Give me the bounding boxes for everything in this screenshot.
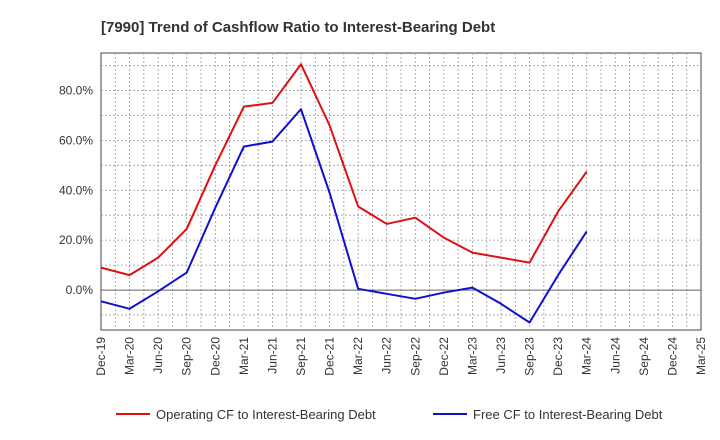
x-tick-label: Jun-24 (608, 337, 622, 374)
legend: Operating CF to Interest-Bearing Debt Fre… (116, 407, 663, 422)
x-tick-label: Jun-22 (380, 337, 394, 374)
chart-title: [7990] Trend of Cashflow Ratio to Intere… (101, 19, 495, 36)
x-tick-label: Jun-21 (265, 337, 279, 374)
series-line-2 (100, 108, 588, 324)
x-tick-label: Jun-23 (494, 337, 508, 374)
x-tick-label: Mar-21 (237, 337, 251, 375)
y-tick-label: 0.0% (66, 283, 94, 297)
x-tick-label: Mar-22 (351, 337, 365, 375)
x-tick-label: Sep-21 (294, 337, 308, 376)
x-tick-label: Sep-23 (523, 337, 537, 376)
x-tick-label: Dec-22 (437, 337, 451, 376)
y-tick-label: 20.0% (59, 233, 93, 247)
y-tick-label: 60.0% (59, 133, 93, 147)
x-axis-ticks: Dec-19 Mar-20 Jun-20 Sep-20 Dec-20 Mar-21 Jun-… (94, 337, 708, 376)
legend-label-2: Free CF to Interest-Bearing Debt (473, 407, 663, 422)
x-tick-label: Mar-20 (123, 337, 137, 375)
grid-lines (101, 53, 701, 330)
x-tick-label: Dec-24 (665, 337, 679, 376)
series-lines (100, 63, 588, 324)
x-tick-label: Mar-24 (580, 337, 594, 375)
x-tick-label: Jun-20 (151, 337, 165, 374)
x-tick-label: Dec-23 (551, 337, 565, 376)
legend-label-1: Operating CF to Interest-Bearing Debt (156, 407, 376, 422)
x-tick-label: Sep-24 (637, 337, 651, 376)
y-axis-ticks: 0.0% 20.0% 40.0% 60.0% 80.0% (59, 83, 93, 297)
series-line-1 (100, 63, 588, 277)
x-tick-label: Sep-22 (408, 337, 422, 376)
x-tick-label: Mar-23 (465, 337, 479, 375)
x-tick-label: Dec-21 (323, 337, 337, 376)
x-tick-label: Mar-25 (694, 337, 708, 375)
y-tick-label: 80.0% (59, 83, 93, 97)
x-tick-label: Dec-20 (208, 337, 222, 376)
y-tick-label: 40.0% (59, 183, 93, 197)
x-tick-label: Dec-19 (94, 337, 108, 376)
x-tick-label: Sep-20 (180, 337, 194, 376)
